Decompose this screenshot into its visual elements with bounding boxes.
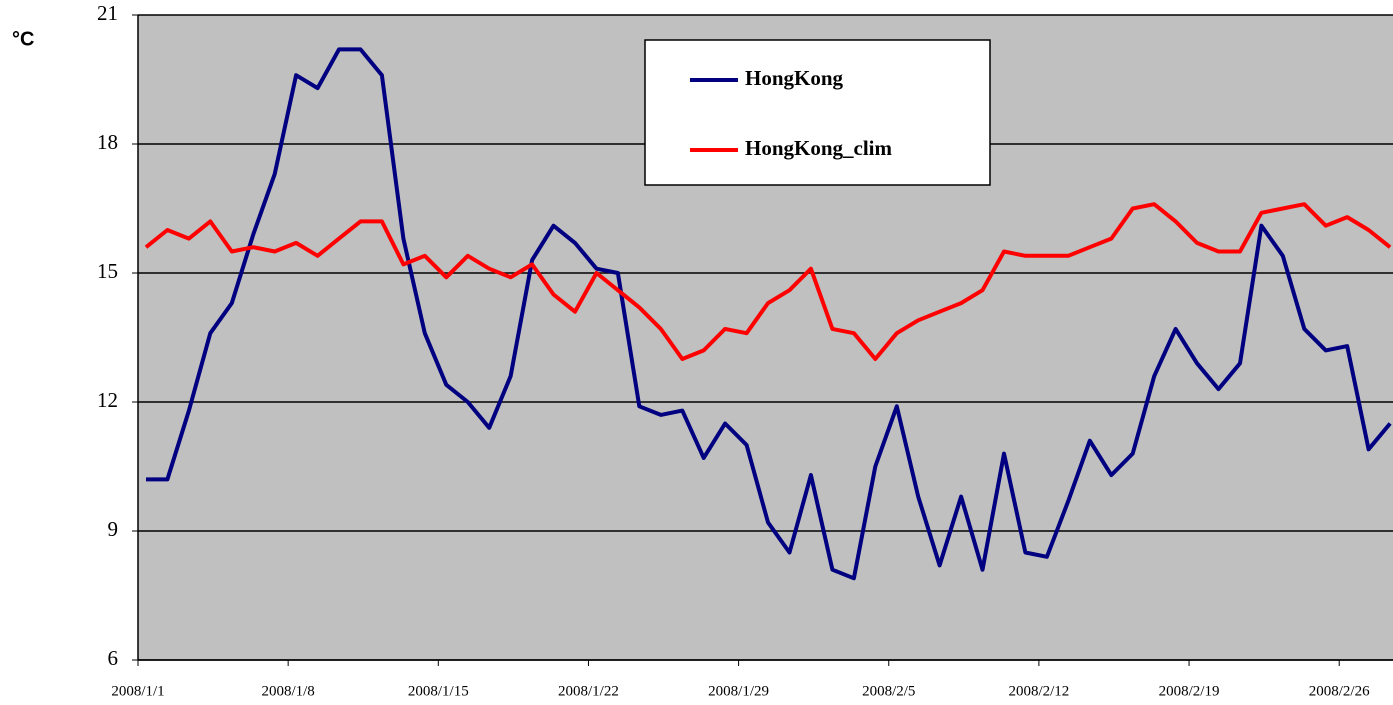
x-tick-label: 2008/1/29 bbox=[708, 683, 769, 699]
x-tick-label: 2008/1/15 bbox=[408, 683, 469, 699]
series-line bbox=[144, 202, 1392, 361]
series-line bbox=[146, 47, 1392, 581]
y-tick-label: 9 bbox=[108, 517, 119, 541]
x-tick-label: 2008/1/22 bbox=[558, 683, 619, 699]
y-tick-label: 6 bbox=[108, 646, 119, 670]
x-tick-label: 2008/1/1 bbox=[111, 683, 164, 699]
y-axis-label: °C bbox=[12, 28, 34, 50]
legend-label: HongKong_clim bbox=[745, 136, 893, 160]
legend-label: HongKong bbox=[745, 66, 844, 90]
x-tick-label: 2008/1/8 bbox=[261, 683, 314, 699]
y-tick-label: 18 bbox=[97, 130, 118, 154]
x-tick-label: 2008/2/5 bbox=[862, 683, 915, 699]
y-tick-label: 15 bbox=[97, 259, 118, 283]
x-tick-label: 2008/2/19 bbox=[1159, 683, 1220, 699]
y-tick-label: 21 bbox=[97, 1, 118, 25]
legend-box bbox=[644, 39, 991, 186]
x-tick-label: 2008/2/26 bbox=[1309, 683, 1370, 699]
x-tick-label: 2008/2/12 bbox=[1008, 683, 1069, 699]
y-tick-label: 12 bbox=[97, 388, 118, 412]
